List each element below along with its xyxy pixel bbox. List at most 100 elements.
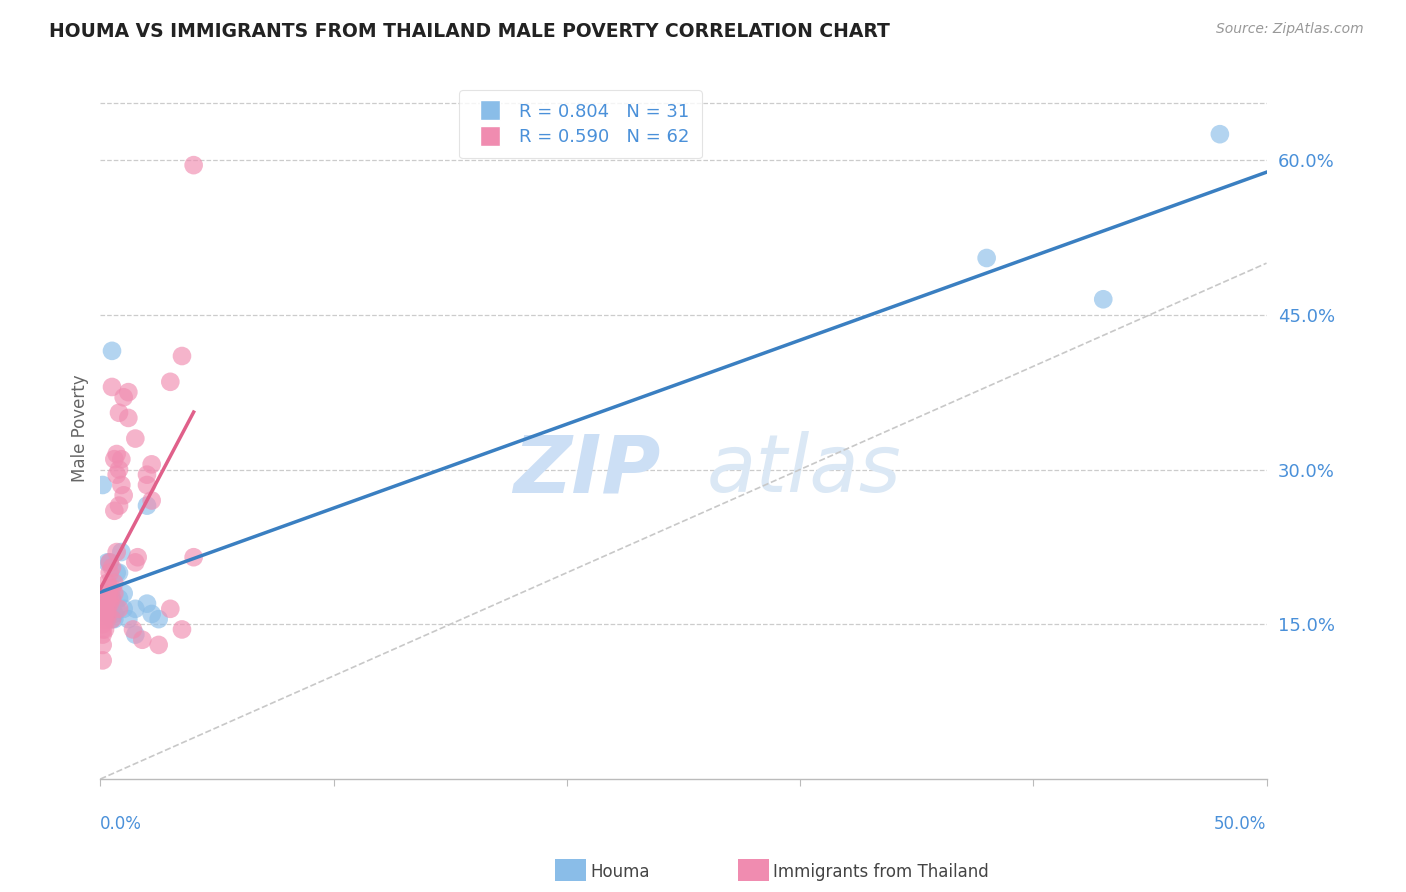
Text: ZIP: ZIP — [513, 432, 659, 509]
Point — [136, 478, 159, 492]
Legend: R = 0.804   N = 31, R = 0.590   N = 62: R = 0.804 N = 31, R = 0.590 N = 62 — [460, 90, 702, 159]
Text: Source: ZipAtlas.com: Source: ZipAtlas.com — [1216, 22, 1364, 37]
Point — [117, 385, 139, 400]
Point — [94, 597, 117, 611]
Point — [105, 467, 128, 482]
Point — [124, 432, 146, 446]
Point — [131, 632, 153, 647]
Point — [148, 638, 170, 652]
Point — [105, 447, 128, 461]
Point — [141, 458, 163, 472]
Point — [110, 478, 132, 492]
Point — [108, 499, 131, 513]
Point — [98, 602, 121, 616]
Point — [108, 406, 131, 420]
Point — [112, 488, 135, 502]
Point — [110, 545, 132, 559]
Point — [101, 591, 124, 606]
Point — [98, 591, 121, 606]
Point — [108, 462, 131, 476]
Point — [105, 545, 128, 559]
Point — [94, 623, 117, 637]
Point — [103, 612, 125, 626]
Point — [91, 602, 114, 616]
Point — [170, 623, 193, 637]
Point — [94, 602, 117, 616]
Point — [108, 591, 131, 606]
Point — [112, 602, 135, 616]
Point — [91, 607, 114, 621]
Point — [101, 602, 124, 616]
Point — [94, 591, 117, 606]
Point — [105, 566, 128, 580]
Point — [124, 555, 146, 569]
Point — [94, 607, 117, 621]
Point — [91, 612, 114, 626]
Point — [124, 627, 146, 641]
Point — [101, 343, 124, 358]
Point — [105, 602, 128, 616]
Point — [96, 607, 118, 621]
Point — [96, 555, 118, 569]
Point — [127, 550, 149, 565]
Point — [103, 586, 125, 600]
Point — [96, 591, 118, 606]
Point — [96, 612, 118, 626]
Point — [98, 555, 121, 569]
Point — [91, 627, 114, 641]
Point — [101, 581, 124, 595]
Text: 50.0%: 50.0% — [1215, 815, 1267, 833]
Point — [141, 493, 163, 508]
Text: HOUMA VS IMMIGRANTS FROM THAILAND MALE POVERTY CORRELATION CHART: HOUMA VS IMMIGRANTS FROM THAILAND MALE P… — [49, 22, 890, 41]
Point — [98, 555, 121, 569]
Point — [91, 653, 114, 667]
Point — [976, 251, 998, 265]
Point — [183, 158, 205, 172]
Point — [108, 566, 131, 580]
Point — [103, 504, 125, 518]
Text: atlas: atlas — [707, 432, 901, 509]
Point — [101, 380, 124, 394]
Point — [122, 623, 145, 637]
Point — [98, 597, 121, 611]
Point — [98, 566, 121, 580]
Point — [136, 499, 159, 513]
Point — [159, 375, 181, 389]
Point — [98, 607, 121, 621]
Point — [91, 617, 114, 632]
Point — [112, 586, 135, 600]
Point — [1092, 293, 1115, 307]
Point — [91, 478, 114, 492]
Point — [148, 612, 170, 626]
Point — [96, 586, 118, 600]
Point — [103, 607, 125, 621]
Point — [101, 612, 124, 626]
Point — [101, 591, 124, 606]
Point — [108, 602, 131, 616]
Point — [96, 576, 118, 591]
Point — [101, 612, 124, 626]
Point — [96, 602, 118, 616]
Point — [91, 638, 114, 652]
Point — [103, 452, 125, 467]
Point — [117, 411, 139, 425]
Point — [1209, 127, 1232, 141]
Point — [96, 607, 118, 621]
Point — [159, 602, 181, 616]
Point — [112, 390, 135, 404]
Point — [141, 607, 163, 621]
Point — [136, 467, 159, 482]
Point — [98, 581, 121, 595]
Text: Houma: Houma — [591, 863, 650, 881]
Point — [91, 623, 114, 637]
Point — [136, 597, 159, 611]
Text: Immigrants from Thailand: Immigrants from Thailand — [773, 863, 988, 881]
Text: 0.0%: 0.0% — [100, 815, 142, 833]
Point — [96, 597, 118, 611]
Point — [94, 612, 117, 626]
Point — [117, 612, 139, 626]
Point — [183, 550, 205, 565]
Point — [124, 602, 146, 616]
Point — [101, 560, 124, 574]
Point — [170, 349, 193, 363]
